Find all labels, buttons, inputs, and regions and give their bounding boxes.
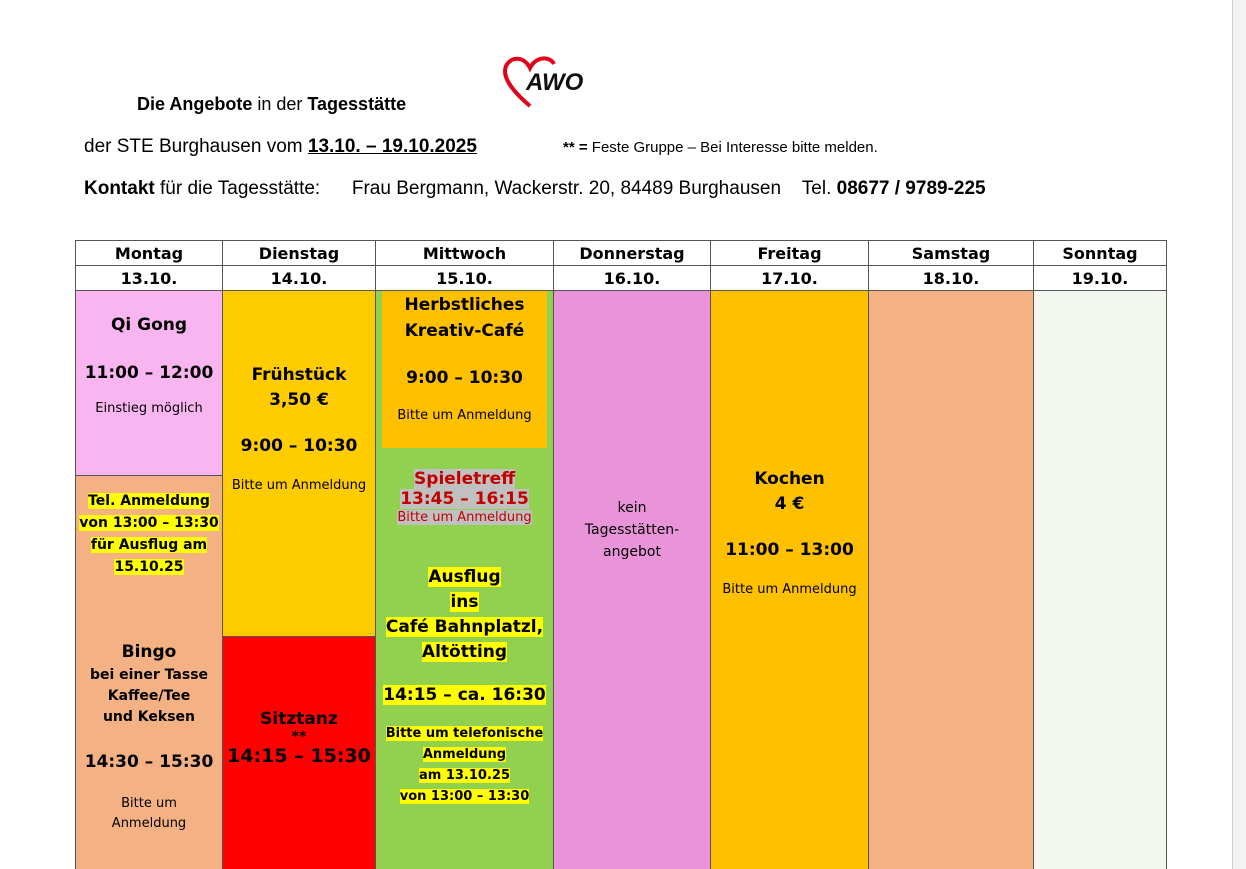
- day-date: 19.10.: [1033, 265, 1167, 291]
- day-name: Sonntag: [1033, 240, 1167, 266]
- no-offer-text: kein Tagesstätten-angebot: [584, 500, 680, 560]
- event-ausflug: Ausflug ins Café Bahnplatzl, Altötting 14:1…: [383, 567, 546, 804]
- day-name: Freitag: [710, 240, 869, 266]
- event-kreativ-cafe: Herbstliches Kreativ-Café 9:00 – 10:30 Bi…: [382, 291, 547, 448]
- column-friday: Kochen 4 € 11:00 – 13:00 Bitte um Anmeld…: [710, 291, 869, 869]
- column-saturday: [868, 291, 1034, 869]
- schedule-header: Montag Dienstag Mittwoch Donnerstag Frei…: [75, 240, 1167, 291]
- day-date: 15.10.: [375, 265, 554, 291]
- day-date: 14.10.: [222, 265, 376, 291]
- column-monday: Qi Gong 11:00 – 12:00 Einstieg möglich T…: [75, 291, 223, 869]
- svg-text:AWO: AWO: [525, 69, 584, 96]
- day-name: Mittwoch: [375, 240, 554, 266]
- excursion-registration-note: Tel. Anmeldung von 13:00 – 13:30 für Ausfl…: [79, 493, 219, 575]
- day-name: Donnerstag: [553, 240, 711, 266]
- event-kochen: Kochen 4 € 11:00 – 13:00 Bitte um Anmeld…: [722, 469, 857, 597]
- day-date: 16.10.: [553, 265, 711, 291]
- day-date: 18.10.: [868, 265, 1034, 291]
- contact-line: Kontakt für die Tagesstätte: Frau Bergma…: [84, 178, 986, 199]
- day-name: Samstag: [868, 240, 1034, 266]
- page-edge: [1232, 0, 1246, 869]
- column-tuesday: Frühstück 3,50 € 9:00 – 10:30 Bitte um A…: [222, 291, 376, 869]
- awo-logo: AWO: [503, 56, 584, 108]
- event-sitztanz: Sitztanz ** 14:15 – 15:30: [223, 636, 375, 869]
- column-thursday: kein Tagesstätten-angebot: [553, 291, 711, 869]
- event-spieletreff: Spieletreff 13:45 – 16:15 Bitte um Anmel…: [397, 469, 532, 525]
- column-wednesday: Herbstliches Kreativ-Café 9:00 – 10:30 Bi…: [375, 291, 554, 869]
- event-fruehstueck: Frühstück 3,50 € 9:00 – 10:30 Bitte um A…: [231, 365, 367, 493]
- day-date: 17.10.: [710, 265, 869, 291]
- page-title: Die Angebote in der Tagesstätte: [137, 94, 407, 114]
- period-line: der STE Burghausen vom 13.10. – 19.10.20…: [84, 136, 477, 157]
- event-qigong: Qi Gong 11:00 – 12:00 Einstieg möglich: [76, 291, 222, 476]
- legend-note: ** = Feste Gruppe – Bei Interesse bitte …: [563, 139, 878, 156]
- day-name: Dienstag: [222, 240, 376, 266]
- event-bingo: Bingo bei einer Tasse Kaffee/Tee und Kekse…: [84, 642, 214, 831]
- day-date: 13.10.: [75, 265, 223, 291]
- column-sunday: [1033, 291, 1167, 869]
- day-name: Montag: [75, 240, 223, 266]
